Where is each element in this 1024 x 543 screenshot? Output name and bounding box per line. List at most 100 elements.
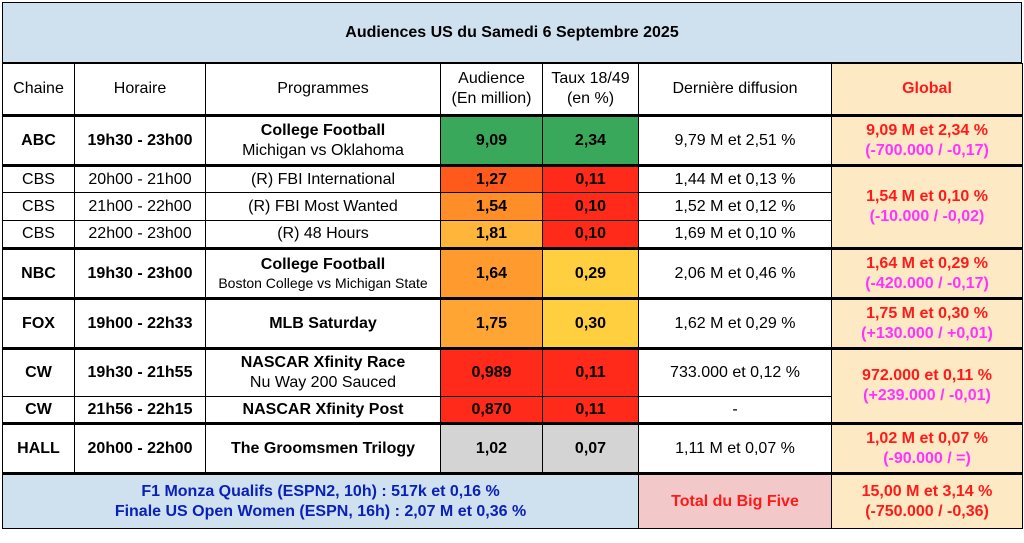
header-row: Chaine Horaire Programmes Audience (En m… <box>2 63 1023 116</box>
header-derniere: Dernière diffusion <box>638 63 832 116</box>
table-row: CW 21h56 - 22h15 NASCAR Xfinity Post 0,8… <box>2 396 1023 424</box>
chaine-cell: CBS <box>2 220 75 249</box>
programme-subtitle: Nu Way 200 Sauced <box>249 374 397 391</box>
taux-cell: 0,10 <box>542 220 639 249</box>
chaine-cell: NBC <box>2 247 75 299</box>
total-cell: 15,00 M et 3,14 % (-750.000 / -0,36) <box>831 472 1023 529</box>
header-audience-line1: Audience <box>458 70 525 87</box>
derniere-cell: 1,44 M et 0,13 % <box>638 164 832 193</box>
derniere-cell: 2,06 M et 0,46 % <box>638 247 832 299</box>
programme-cell: (R) FBI Most Wanted <box>205 192 441 221</box>
global-main: 972.000 et 0,11 % <box>862 367 992 384</box>
derniere-cell: 733.000 et 0,12 % <box>638 347 832 397</box>
audience-cell: 1,54 <box>440 192 543 221</box>
chaine-cell: FOX <box>2 297 75 349</box>
horaire-cell: 19h00 - 22h33 <box>74 297 206 349</box>
audience-cell: 1,75 <box>440 297 543 349</box>
derniere-cell: 1,11 M et 0,07 % <box>638 422 832 474</box>
programme-cell: NASCAR Xfinity Post <box>205 396 441 424</box>
programme-title: College Football <box>260 255 386 273</box>
table-title: Audiences US du Samedi 6 Septembre 2025 <box>2 2 1022 63</box>
global-diff: (-10.000 / -0,02) <box>869 208 985 225</box>
table-row: FOX 19h00 - 22h33 MLB Saturday 1,75 0,30… <box>2 297 1023 349</box>
audience-cell: 1,27 <box>440 164 543 193</box>
table-row: CBS 20h00 - 21h00 (R) FBI International … <box>2 164 1023 249</box>
programme-cell: The Groomsmen Trilogy <box>205 422 441 474</box>
horaire-cell: 21h00 - 22h00 <box>74 192 206 221</box>
horaire-cell: 19h30 - 21h55 <box>74 347 206 397</box>
table-row: ABC 19h30 - 23h00 College Football Michi… <box>2 114 1023 166</box>
programme-subtitle: Michigan vs Oklahoma <box>242 141 404 159</box>
global-cell-fox: 1,75 M et 0,30 % (+130.000 / +0,01) <box>831 297 1023 349</box>
header-taux: Taux 18/49 (en %) <box>542 63 639 116</box>
chaine-cell: CW <box>2 396 75 424</box>
global-diff: (+239.000 / -0,01) <box>863 387 991 404</box>
header-global: Global <box>831 63 1023 116</box>
taux-cell: 2,34 <box>542 114 639 166</box>
derniere-cell: 1,62 M et 0,29 % <box>638 297 832 349</box>
programme-title: NASCAR Xfinity Race <box>240 354 406 371</box>
total-diff: (-750.000 / -0,36) <box>865 502 989 520</box>
derniere-cell: 9,79 M et 2,51 % <box>638 114 832 166</box>
global-main: 1,02 M et 0,07 % <box>866 429 988 447</box>
ratings-table: Chaine Horaire Programmes Audience (En m… <box>2 63 1023 529</box>
header-horaire: Horaire <box>74 63 206 116</box>
programme-cell: MLB Saturday <box>205 297 441 349</box>
header-taux-line1: Taux 18/49 <box>551 70 630 87</box>
programme-cell: NASCAR Xfinity Race Nu Way 200 Sauced <box>205 347 441 397</box>
taux-cell: 0,11 <box>542 164 639 193</box>
taux-cell: 0,07 <box>542 422 639 474</box>
header-chaine: Chaine <box>2 63 75 116</box>
audience-cell: 0,870 <box>440 396 543 424</box>
chaine-cell: CBS <box>2 164 75 193</box>
derniere-cell: 1,52 M et 0,12 % <box>638 192 832 221</box>
chaine-cell: CBS <box>2 192 75 221</box>
total-label: Total du Big Five <box>638 472 832 529</box>
taux-cell: 0,29 <box>542 247 639 299</box>
programme-cell: (R) FBI International <box>205 164 441 193</box>
audience-cell: 1,64 <box>440 247 543 299</box>
global-main: 1,64 M et 0,29 % <box>866 254 988 272</box>
programme-subtitle: Boston College vs Michigan State <box>218 274 428 291</box>
taux-cell: 0,11 <box>542 347 639 397</box>
sports-notes: F1 Monza Qualifs (ESPN2, 10h) : 517k et … <box>2 472 639 529</box>
programme-cell: (R) 48 Hours <box>205 220 441 249</box>
table-row: NBC 19h30 - 23h00 College Football Bosto… <box>2 247 1023 299</box>
sports-note-f1: F1 Monza Qualifs (ESPN2, 10h) : 517k et … <box>141 482 500 500</box>
global-diff: (-700.000 / -0,17) <box>865 141 989 159</box>
audience-cell: 1,02 <box>440 422 543 474</box>
chaine-cell: HALL <box>2 422 75 474</box>
programme-cell: College Football Boston College vs Michi… <box>205 247 441 299</box>
total-main: 15,00 M et 3,14 % <box>861 482 993 500</box>
table-row: CW 19h30 - 21h55 NASCAR Xfinity Race Nu … <box>2 347 1023 424</box>
horaire-cell: 19h30 - 23h00 <box>74 247 206 299</box>
derniere-cell: - <box>638 396 832 424</box>
horaire-cell: 20h00 - 22h00 <box>74 422 206 474</box>
global-diff: (+130.000 / +0,01) <box>861 324 993 342</box>
global-cell-cw: 972.000 et 0,11 % (+239.000 / -0,01) <box>831 347 1023 424</box>
taux-cell: 0,10 <box>542 192 639 221</box>
audience-cell: 0,989 <box>440 347 543 397</box>
global-cell-abc: 9,09 M et 2,34 % (-700.000 / -0,17) <box>831 114 1023 166</box>
header-programmes: Programmes <box>205 63 441 116</box>
header-taux-line2: (en %) <box>566 90 615 107</box>
global-cell-nbc: 1,64 M et 0,29 % (-420.000 / -0,17) <box>831 247 1023 299</box>
audience-cell: 9,09 <box>440 114 543 166</box>
header-audience-line2: (En million) <box>451 90 532 107</box>
global-main: 1,54 M et 0,10 % <box>866 188 988 205</box>
programme-title: College Football <box>260 121 386 139</box>
table-row: CBS 21h00 - 22h00 (R) FBI Most Wanted 1,… <box>2 192 1023 221</box>
horaire-cell: 21h56 - 22h15 <box>74 396 206 424</box>
sports-note-usopen: Finale US Open Women (ESPN, 16h) : 2,07 … <box>114 502 527 520</box>
footer-row: F1 Monza Qualifs (ESPN2, 10h) : 517k et … <box>2 472 1023 529</box>
global-main: 1,75 M et 0,30 % <box>866 304 988 322</box>
horaire-cell: 19h30 - 23h00 <box>74 114 206 166</box>
table-row: CBS 22h00 - 23h00 (R) 48 Hours 1,81 0,10… <box>2 220 1023 249</box>
programme-cell: College Football Michigan vs Oklahoma <box>205 114 441 166</box>
global-main: 9,09 M et 2,34 % <box>866 121 988 139</box>
horaire-cell: 20h00 - 21h00 <box>74 164 206 193</box>
chaine-cell: CW <box>2 347 75 397</box>
table-row: HALL 20h00 - 22h00 The Groomsmen Trilogy… <box>2 422 1023 474</box>
global-diff: (-90.000 / =) <box>883 449 971 467</box>
